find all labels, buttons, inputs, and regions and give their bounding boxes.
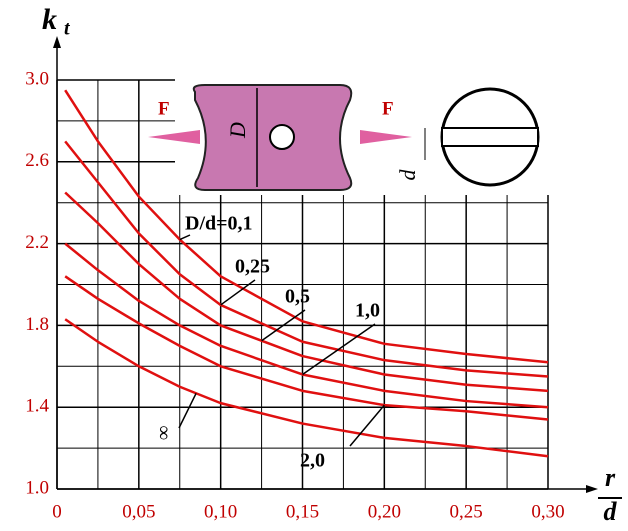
series-label: ∞ bbox=[153, 426, 175, 440]
section-hole bbox=[441, 127, 539, 147]
series-line bbox=[64, 318, 549, 458]
leader bbox=[261, 309, 306, 342]
y-axis-arrow bbox=[53, 36, 61, 48]
series-label: 1,0 bbox=[355, 300, 380, 322]
x-tick-label: 0,25 bbox=[450, 501, 483, 522]
diagram: F F D d bbox=[148, 70, 590, 195]
x-tick-label: 0,20 bbox=[368, 501, 401, 522]
series-label: 0,25 bbox=[235, 256, 270, 278]
y-tick-label: 2.2 bbox=[25, 232, 49, 253]
diagram-label: F bbox=[382, 98, 394, 119]
x-tick-label: 0,30 bbox=[531, 501, 564, 522]
y-tick-label: 1.0 bbox=[25, 477, 49, 498]
series-line bbox=[64, 275, 549, 421]
y-tick-label: 1.4 bbox=[25, 396, 49, 417]
series-line bbox=[64, 242, 549, 409]
leader bbox=[179, 234, 191, 241]
leader bbox=[220, 279, 256, 306]
y-axis-label-sub: t bbox=[64, 18, 71, 40]
x-tick-label: 0,05 bbox=[122, 501, 155, 522]
x-axis-label: r bbox=[605, 463, 616, 492]
x-axis-label: d bbox=[604, 497, 618, 526]
series-label: 0,5 bbox=[285, 286, 310, 308]
x-tick-label: 0,10 bbox=[204, 501, 237, 522]
diagram-label: F bbox=[158, 98, 170, 119]
y-tick-label: 3.0 bbox=[25, 68, 49, 89]
y-tick-label: 2.6 bbox=[25, 150, 49, 171]
x-tick-label: 0,15 bbox=[286, 501, 319, 522]
y-axis-label: k bbox=[42, 3, 57, 36]
series-label: D/d=0,1 bbox=[185, 213, 253, 235]
series-label: 2,0 bbox=[300, 450, 325, 472]
leader bbox=[178, 392, 197, 429]
diagram-label: d bbox=[395, 169, 420, 181]
hole bbox=[269, 124, 295, 150]
series-line bbox=[64, 89, 549, 364]
leader bbox=[302, 323, 376, 376]
x-axis-arrow bbox=[586, 485, 598, 493]
leader bbox=[349, 404, 385, 447]
series-line bbox=[64, 191, 549, 393]
x-tick-label: 0 bbox=[52, 501, 62, 522]
y-tick-label: 1.8 bbox=[25, 314, 49, 335]
diagram-label: D bbox=[225, 122, 250, 139]
